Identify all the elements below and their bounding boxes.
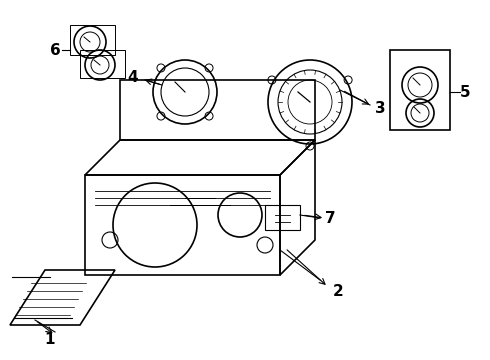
Text: 7: 7: [325, 211, 335, 225]
Text: 2: 2: [333, 284, 343, 300]
Text: 5: 5: [460, 85, 470, 99]
Text: 6: 6: [49, 42, 60, 58]
Text: 4: 4: [128, 69, 138, 85]
Text: 3: 3: [375, 100, 385, 116]
Text: 1: 1: [45, 333, 55, 347]
